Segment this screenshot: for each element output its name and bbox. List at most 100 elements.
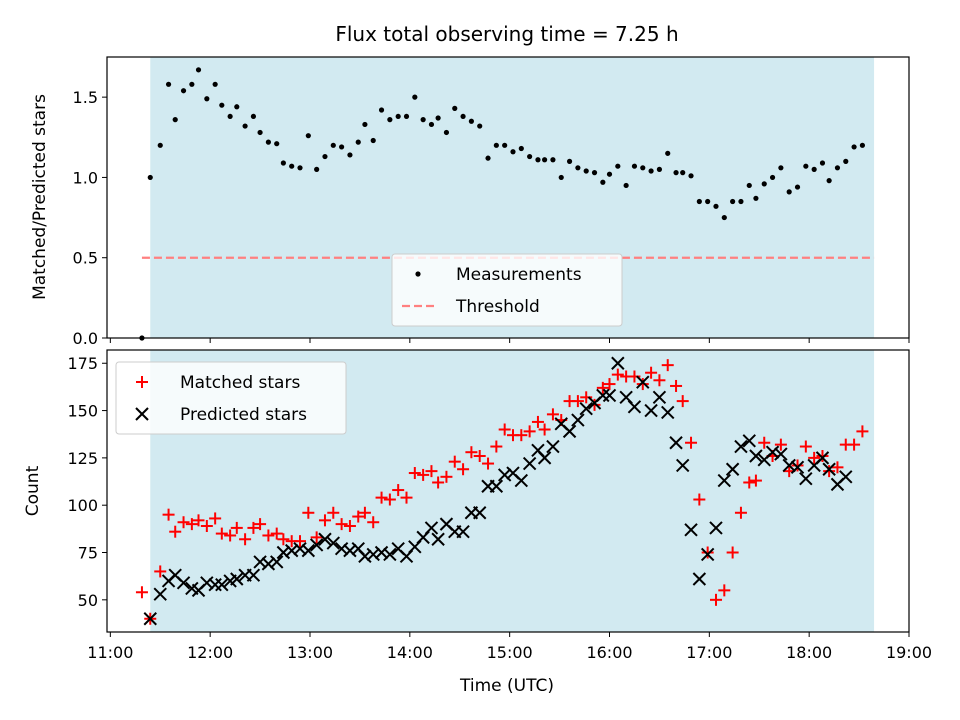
measurements-point (370, 137, 376, 144)
measurements-point (656, 166, 663, 172)
predicted-stars-point (579, 401, 593, 416)
ratio-panel: 0.0 0.5 1.0 1.5 Matched/Predicted stars Mea… (30, 56, 910, 348)
predicted-stars-point (358, 549, 372, 564)
predicted-stars-point (293, 542, 307, 556)
matched-stars-point (661, 359, 674, 372)
matched-stars-point (546, 408, 559, 421)
predicted-stars-point-b (153, 587, 167, 601)
predicted-stars-point (676, 458, 690, 473)
predicted-stars-point-b (514, 473, 529, 488)
predicted-stars-point (318, 532, 332, 546)
measurements-point (803, 163, 809, 169)
measurements-point (713, 203, 719, 209)
predicted-stars-point-b (522, 456, 537, 471)
matched-stars-point (726, 546, 739, 559)
predicted-stars-point (611, 356, 625, 370)
predicted-stars-point-b (366, 547, 380, 562)
predicted-stars-point-b (383, 547, 397, 562)
predicted-stars-point (246, 568, 261, 582)
measurements-point (257, 129, 263, 136)
matched-stars-point (808, 451, 821, 464)
predicted-stars-point (661, 405, 675, 420)
matched-stars-point (571, 395, 584, 408)
predicted-stars-point (669, 436, 683, 450)
legend-label-threshold: Threshold (455, 297, 540, 317)
measurements-point (705, 198, 711, 205)
predicted-stars-point (765, 445, 780, 459)
predicted-stars-point-b (676, 458, 690, 473)
y-tick-label: 100 (67, 496, 98, 515)
predicted-stars-point (546, 439, 560, 454)
measurements-point (721, 214, 727, 221)
y-tick-label: 0.0 (73, 329, 98, 348)
measurements-point (147, 174, 153, 181)
measurements-point (274, 141, 280, 147)
x-axis-label: Time (UTC) (459, 676, 554, 696)
measurements-point (615, 163, 621, 169)
ratio-y-axis-label: Matched/Predicted stars (30, 94, 50, 300)
matched-stars-point (603, 378, 616, 391)
matched-stars-point (327, 506, 340, 519)
matched-stars-point (538, 423, 551, 436)
predicted-stars-point (366, 547, 380, 562)
matched-stars-point (192, 514, 205, 527)
measurements-point (322, 153, 328, 160)
predicted-stars-point (636, 375, 650, 389)
count-panel: 11:00 12:00 13:00 14:00 15:00 16:00 17:00 18:00… (23, 349, 932, 662)
measurements-point (834, 165, 841, 171)
measurements-point (769, 174, 776, 181)
measurements-point (280, 160, 286, 166)
measurements-point (172, 117, 178, 123)
predicted-stars-point-b (636, 375, 650, 389)
matched-stars-point (302, 506, 315, 519)
predicted-stars-point-b (200, 576, 214, 590)
measurements-point (535, 157, 541, 163)
measurements-point (452, 105, 458, 111)
predicted-stars-point (734, 439, 748, 454)
predicted-stars-point-b (318, 532, 332, 546)
predicted-stars-point (652, 390, 667, 405)
predicted-stars-point-b (326, 536, 340, 550)
measurements-point (289, 163, 295, 169)
measurements-point (378, 107, 385, 113)
predicted-stars-point (253, 555, 267, 569)
y-tick-label: 1.0 (73, 168, 98, 187)
matched-stars-point (417, 468, 430, 481)
predicted-stars-point-b (661, 405, 675, 420)
matched-stars-point (856, 425, 869, 438)
predicted-stars-point (782, 458, 796, 473)
matched-stars-point (718, 584, 731, 597)
x-tick-label: 18:00 (786, 643, 832, 662)
y-tick-label: 50 (78, 591, 98, 610)
measurements-point (550, 157, 556, 163)
predicted-stars-point-b (734, 439, 748, 454)
predicted-stars-point (276, 545, 291, 560)
measurements-point (305, 133, 311, 139)
x-tick-label: 15:00 (487, 643, 533, 662)
predicted-stars-point (497, 468, 512, 482)
matched-stars-point (375, 491, 388, 504)
legend-swatch-predicted-stars (135, 407, 149, 421)
predicted-stars-point-b (473, 506, 487, 520)
x-tick-label: 12:00 (187, 643, 233, 662)
predicted-stars-point (424, 521, 439, 535)
predicted-stars-point-b (700, 547, 715, 562)
matched-stars-point (473, 449, 486, 462)
predicted-stars-point (725, 462, 740, 476)
measurements-point (477, 123, 483, 129)
x-tick-label: 19:00 (886, 643, 932, 662)
measurements-point (566, 158, 573, 164)
predicted-stars-point-b (230, 572, 244, 586)
matched-stars-point (734, 506, 747, 519)
predicted-stars-point-b (717, 473, 732, 488)
matched-stars-point (743, 476, 756, 489)
predicted-stars-point (143, 612, 157, 626)
matched-stars-point (685, 436, 698, 449)
predicted-stars-point (200, 576, 214, 590)
predicted-stars-point-b (253, 555, 267, 569)
measurements-point (403, 113, 410, 120)
measurements-point (395, 113, 401, 120)
matched-stars-point (239, 533, 252, 546)
matched-stars-point (774, 438, 787, 451)
